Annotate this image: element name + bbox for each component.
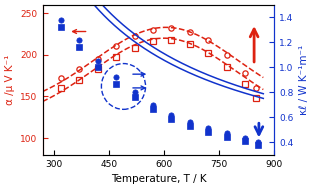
X-axis label: Temperature, T / K: Temperature, T / K (111, 174, 206, 184)
Y-axis label: α /μ V K⁻¹: α /μ V K⁻¹ (5, 55, 15, 105)
Y-axis label: κℓ / W K⁻¹m⁻¹: κℓ / W K⁻¹m⁻¹ (299, 45, 309, 115)
